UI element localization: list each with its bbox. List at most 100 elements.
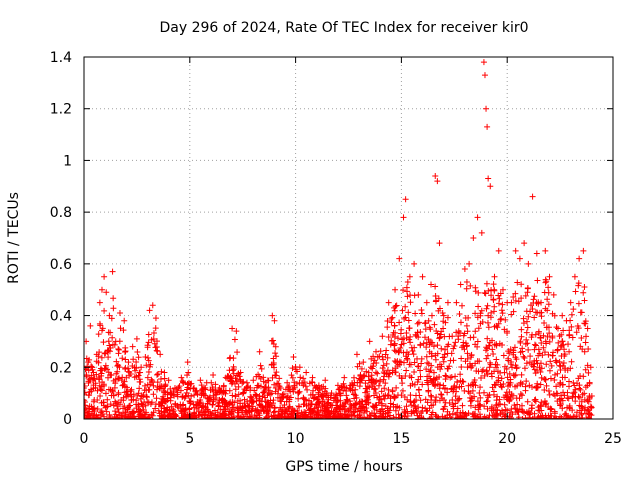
roti-point [161,388,168,395]
roti-point [444,412,451,419]
roti-point [420,415,427,419]
roti-point [512,297,519,304]
roti-point [297,374,304,381]
roti-point [237,369,244,376]
roti-point [582,339,589,346]
roti-point [517,349,524,356]
roti-point [417,367,424,374]
roti-point [584,362,591,369]
roti-point [463,342,470,349]
roti-point [472,404,479,411]
roti-point [455,336,462,343]
roti-point [97,322,104,329]
roti-point [291,382,298,389]
roti-point [434,178,441,185]
roti-point [499,286,506,293]
roti-point [245,383,252,390]
roti-point [262,415,269,419]
roti-point [300,382,307,389]
roti-point [107,401,114,408]
roti-point [310,410,317,417]
roti-point [553,324,560,331]
roti-point [571,382,578,389]
roti-point [111,384,118,391]
roti-point [301,379,308,386]
roti-point [119,382,126,389]
roti-point [545,388,552,395]
roti-point [324,404,331,411]
roti-point [523,378,530,385]
roti-point [541,349,548,356]
roti-point [452,393,459,400]
roti-point [279,408,286,415]
roti-point [209,386,216,393]
roti-point [512,362,519,369]
roti-point [469,395,476,402]
roti-point [518,295,525,302]
roti-point [271,404,278,411]
roti-point [327,402,334,409]
roti-point [246,408,253,415]
roti-point [97,386,104,393]
roti-point [532,396,539,403]
roti-point [400,340,407,347]
roti-point [442,319,449,326]
roti-point [443,373,450,380]
roti-point [411,359,418,366]
roti-point [199,403,206,410]
roti-point [480,366,487,373]
roti-point [546,273,553,280]
roti-point [380,369,387,376]
roti-point [513,356,520,363]
roti-point [260,407,267,414]
roti-point [352,400,359,407]
roti-point [399,387,406,394]
roti-point [240,378,247,385]
roti-point [257,375,264,382]
roti-point [321,401,328,408]
roti-point [315,382,322,389]
roti-point [432,412,439,419]
roti-point [395,349,402,356]
roti-point [146,363,153,370]
roti-point [106,342,113,349]
roti-point [393,359,400,366]
x-tick-label: 0 [80,431,89,447]
roti-point [138,414,145,419]
roti-point [229,415,236,419]
roti-point [406,361,413,368]
roti-point [545,351,552,358]
roti-point [470,410,477,417]
roti-point [550,291,557,298]
roti-point [534,277,541,284]
roti-point [272,372,279,379]
roti-point [273,415,280,419]
roti-point [436,335,443,342]
roti-point [541,289,548,296]
roti-point [502,406,509,413]
roti-point [274,380,281,387]
roti-point [497,400,504,407]
roti-point [405,317,412,324]
roti-point [316,400,323,407]
roti-point [134,348,141,355]
roti-point [314,396,321,403]
roti-point [453,388,460,395]
roti-point [122,365,129,372]
roti-point [476,411,483,418]
roti-point [407,339,414,346]
roti-point [180,380,187,387]
roti-point [90,369,97,376]
roti-point [567,299,574,306]
roti-point [103,289,110,296]
roti-point [425,381,432,388]
roti-point [571,273,578,280]
roti-point [529,193,536,200]
roti-point [557,363,564,370]
roti-point [368,355,375,362]
roti-point [157,351,164,358]
roti-point [486,342,493,349]
roti-point [196,400,203,407]
roti-point [133,364,140,371]
roti-point [544,333,551,340]
